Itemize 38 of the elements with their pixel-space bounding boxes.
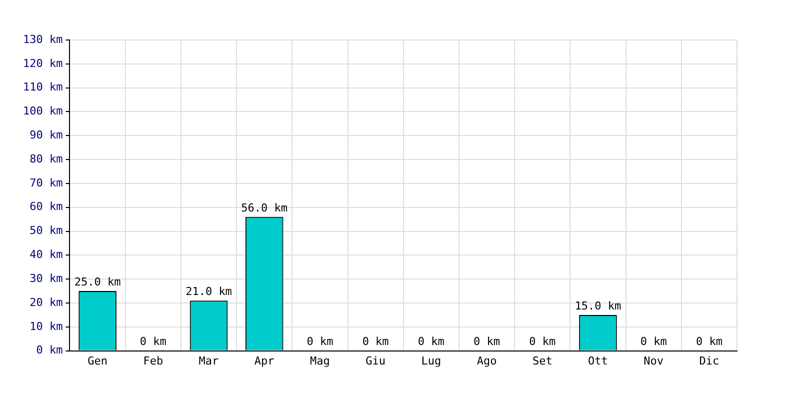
x-tick-label: Set [532,354,552,368]
data-label: 0 km [474,335,500,348]
y-tick-label: 100 km [22,104,64,118]
y-tick-label: 130 km [22,32,64,46]
data-label: 0 km [529,335,556,348]
x-tick-label: Dic [699,354,720,368]
x-tick-label: Nov [644,354,664,368]
y-tick-label: 0 km [36,344,64,357]
y-tick-label: 120 km [22,56,64,70]
data-label: 0 km [640,335,668,348]
data-label: 25.0 km [74,275,122,288]
y-tick-label: 20 km [30,296,64,309]
y-tick-label: 50 km [30,224,64,238]
x-tick-label: Mag [310,354,330,368]
y-tick-label: 110 km [22,80,64,94]
y-tick-label: 10 km [30,320,64,333]
x-tick-label: Ott [588,354,608,368]
data-label: 21.0 km [186,284,232,298]
data-label: 0 km [140,335,167,348]
y-tick-label: 70 km [30,176,64,190]
x-tick-label: Lug [421,354,442,368]
y-tick-label: 60 km [30,200,64,214]
x-tick-label: Apr [254,354,275,368]
y-tick-label: 90 km [30,128,64,142]
x-tick-label: Gen [88,354,108,368]
data-label: 0 km [696,335,723,348]
y-tick-label: 80 km [30,152,64,166]
x-tick-label: Mar [198,354,220,368]
y-tick-label: 40 km [30,248,64,262]
x-tick-label: Feb [143,354,164,368]
x-tick-label: Giu [366,354,386,368]
data-label: 0 km [362,335,390,348]
data-label: 15.0 km [574,299,622,312]
data-label: 0 km [418,335,445,348]
data-label: 56.0 km [241,201,288,214]
y-tick-label: 30 km [30,272,64,285]
data-label: 0 km [306,335,334,348]
x-tick-label: Ago [476,354,497,368]
